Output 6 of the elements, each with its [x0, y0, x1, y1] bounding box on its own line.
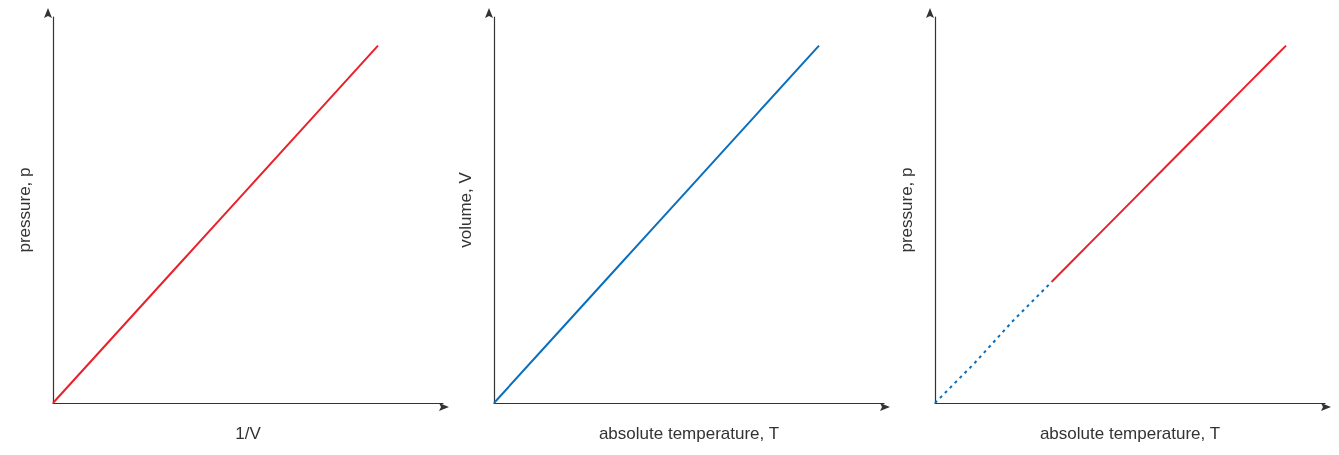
y-axis-title: pressure, p [15, 167, 34, 253]
y-axis-title: volume, V [456, 171, 475, 248]
y-axis-title: pressure, p [897, 167, 916, 253]
x-axis-title: absolute temperature, T [1039, 424, 1221, 443]
x-axis-title: absolute temperature, T [598, 424, 780, 443]
x-axis-title: 1/V [235, 424, 262, 443]
